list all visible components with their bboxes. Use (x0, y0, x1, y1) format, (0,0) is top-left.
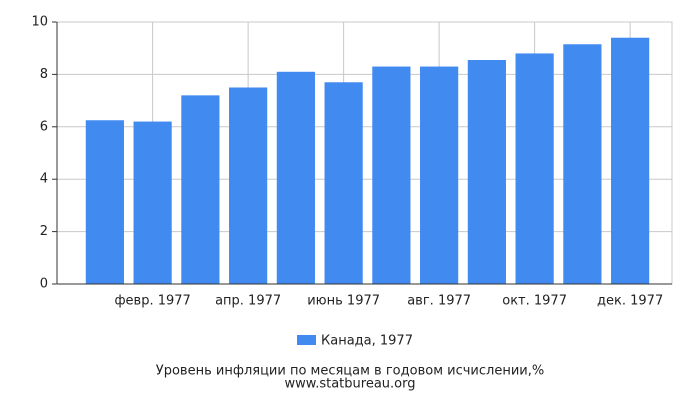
y-tick-label: 4 (40, 172, 48, 187)
y-tick-label: 8 (40, 67, 48, 82)
x-tick-label: дек. 1977 (597, 294, 663, 309)
bar (181, 95, 220, 284)
y-tick-label: 0 (40, 277, 48, 292)
bar (229, 87, 268, 284)
x-tick-label: апр. 1977 (215, 294, 281, 309)
x-tick-label: февр. 1977 (114, 294, 190, 309)
bar (563, 44, 602, 284)
bar (467, 59, 506, 284)
bar (276, 71, 315, 284)
y-tick-label: 10 (31, 15, 48, 30)
x-tick-label: окт. 1977 (502, 294, 567, 309)
y-tick-label: 6 (40, 119, 48, 134)
legend-label: Канада, 1977 (321, 334, 413, 349)
bar (85, 120, 124, 284)
bar (420, 66, 459, 284)
chart-title: Уровень инфляции по месяцам в годовом ис… (156, 364, 544, 379)
x-tick-label: июнь 1977 (307, 294, 380, 309)
bar (372, 66, 411, 284)
bar (515, 53, 554, 284)
x-tick-label: авг. 1977 (407, 294, 471, 309)
bar (133, 121, 172, 284)
y-tick-label: 2 (40, 224, 48, 239)
bar (611, 37, 650, 284)
legend-swatch (297, 335, 316, 345)
bar (324, 82, 363, 284)
source: www.statbureau.org (285, 377, 416, 392)
